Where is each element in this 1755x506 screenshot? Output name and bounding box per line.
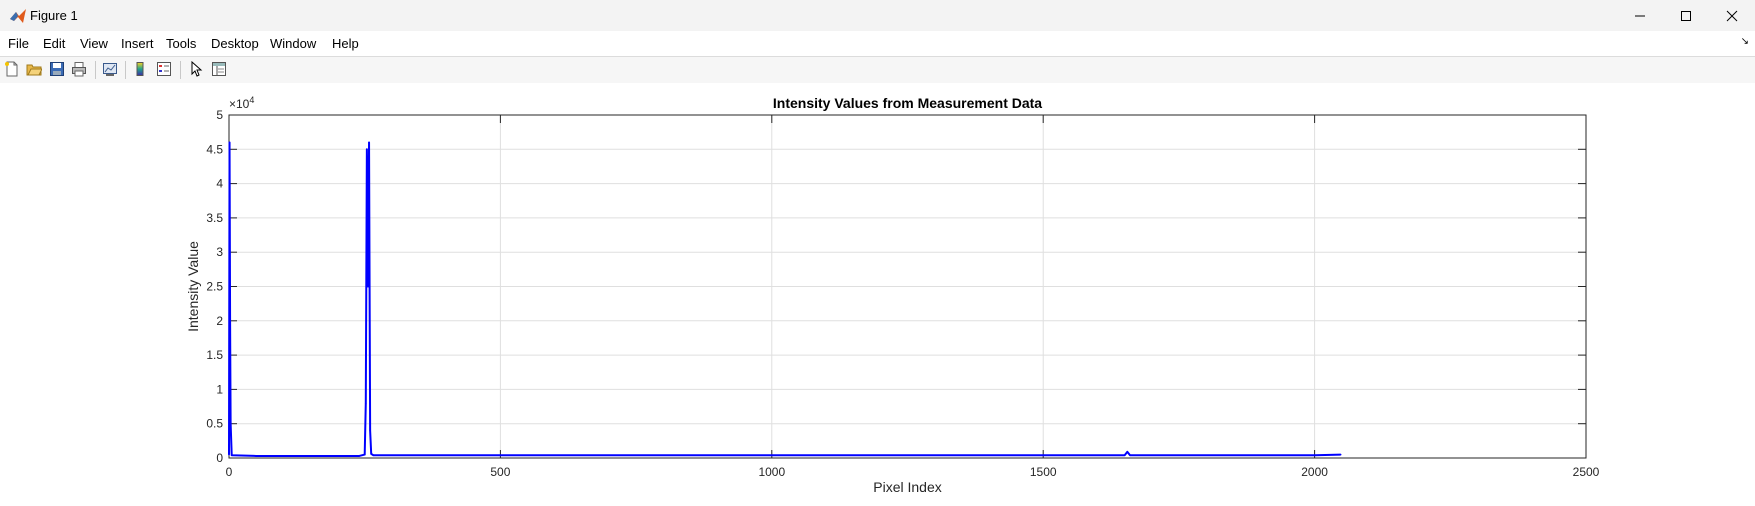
data-point xyxy=(1123,454,1126,457)
data-point xyxy=(369,429,371,432)
data-point xyxy=(366,148,368,151)
figure-toolbar xyxy=(0,56,1755,84)
property-inspector-icon xyxy=(212,62,226,76)
menu-bar: File Edit View Insert Tools Desktop Wind… xyxy=(0,31,1755,56)
data-point xyxy=(358,455,361,457)
menu-window[interactable]: Window xyxy=(270,36,317,51)
print-button[interactable] xyxy=(70,60,88,78)
data-series xyxy=(228,141,1342,457)
menu-tools[interactable]: Tools xyxy=(166,36,197,51)
y-tick-label: 4.5 xyxy=(206,142,223,156)
data-point xyxy=(229,422,232,425)
data-point xyxy=(368,141,370,144)
grid-lines xyxy=(228,114,1587,459)
property-inspector-button[interactable] xyxy=(210,60,228,78)
menu-help[interactable]: Help xyxy=(332,36,359,51)
minimize-button[interactable] xyxy=(1617,0,1663,31)
menu-insert[interactable]: Insert xyxy=(121,36,154,51)
matlab-logo-icon xyxy=(10,9,26,23)
close-icon xyxy=(1726,10,1738,21)
new-figure-button[interactable] xyxy=(3,60,21,78)
maximize-button[interactable] xyxy=(1663,0,1709,31)
x-tick-label: 2500 xyxy=(1573,465,1600,479)
data-point xyxy=(309,455,312,457)
y-exponent-base: ×10 xyxy=(229,97,250,111)
x-tick-label: 1500 xyxy=(1030,465,1057,479)
data-point xyxy=(228,453,230,456)
save-button[interactable] xyxy=(48,60,66,78)
y-axis-label: Intensity Value xyxy=(185,241,201,332)
minimize-icon xyxy=(1635,15,1645,16)
chart-title: Intensity Values from Measurement Data xyxy=(773,95,1042,111)
print-icon xyxy=(72,62,86,77)
data-point xyxy=(363,453,366,456)
y-exponent-power: 4 xyxy=(249,95,254,105)
toolbar-separator xyxy=(95,61,96,79)
y-tick-label: 0 xyxy=(216,451,223,465)
menu-desktop[interactable]: Desktop xyxy=(211,36,259,51)
open-file-icon xyxy=(26,64,42,76)
x-tick-label: 0 xyxy=(226,465,233,479)
insert-legend-icon xyxy=(157,62,171,76)
x-tick-label: 2000 xyxy=(1301,465,1328,479)
window-title: Figure 1 xyxy=(30,8,78,23)
data-point xyxy=(364,402,367,404)
link-plot-button[interactable] xyxy=(101,60,119,78)
data-point xyxy=(230,454,233,457)
data-point xyxy=(391,454,393,457)
y-tick-label: 3.5 xyxy=(206,211,223,225)
menu-edit[interactable]: Edit xyxy=(43,36,66,51)
y-tick-label: 3 xyxy=(216,245,223,259)
data-point xyxy=(1129,454,1131,457)
data-point xyxy=(228,141,231,144)
maximize-icon xyxy=(1681,10,1691,21)
insert-colorbar-icon xyxy=(136,62,144,76)
data-point xyxy=(1313,454,1316,457)
data-point xyxy=(282,455,285,457)
data-point xyxy=(367,285,369,288)
data-point xyxy=(499,454,502,457)
y-tick-label: 1.5 xyxy=(206,348,223,362)
close-button[interactable] xyxy=(1709,0,1755,31)
y-tick-label: 2 xyxy=(216,314,223,328)
y-tick-label: 5 xyxy=(216,108,223,122)
window-titlebar: Figure 1 xyxy=(0,0,1755,32)
data-point xyxy=(1150,454,1153,457)
x-tick-label: 1000 xyxy=(758,465,785,479)
data-point xyxy=(374,454,377,457)
y-tick-label: 0.5 xyxy=(206,417,223,431)
figure-canvas[interactable]: 0 500 1000 1500 2000 2500 0 0.5 1 1.5 2 2.5 3 3.5 4 4.5… xyxy=(0,83,1755,506)
y-axis-exponent: ×104 xyxy=(229,95,254,111)
intensity-series-line xyxy=(228,141,1341,457)
data-point xyxy=(1339,453,1342,456)
line-plot[interactable]: 0 500 1000 1500 2000 2500 0 0.5 1 1.5 2 2.5 3 3.5 4 4.5… xyxy=(0,83,1755,506)
x-tick-label: 500 xyxy=(490,465,510,479)
axis-ticks: 0 500 1000 1500 2000 2500 0 0.5 1 1.5 2 2.5 3 3.5 4 4.5… xyxy=(206,108,1599,479)
menu-file[interactable]: File xyxy=(8,36,29,51)
data-point xyxy=(372,454,375,457)
toolbar-separator xyxy=(180,61,181,79)
y-tick-label: 4 xyxy=(216,177,223,191)
data-point xyxy=(229,320,231,322)
toolbar-separator xyxy=(125,61,126,79)
data-point xyxy=(771,454,773,457)
x-axis-label: Pixel Index xyxy=(873,479,941,495)
dock-figure-icon[interactable]: ↘ xyxy=(1740,36,1749,47)
link-plot-icon xyxy=(103,63,117,76)
save-icon xyxy=(50,62,64,76)
data-point xyxy=(255,455,257,457)
y-tick-label: 2.5 xyxy=(206,280,223,294)
menu-view[interactable]: View xyxy=(80,36,108,51)
insert-colorbar-button[interactable] xyxy=(131,60,149,78)
data-point xyxy=(336,455,339,457)
y-tick-label: 1 xyxy=(216,382,223,396)
new-figure-icon xyxy=(5,61,18,77)
data-point xyxy=(1042,454,1044,457)
insert-legend-button[interactable] xyxy=(155,60,173,78)
data-point xyxy=(1126,451,1129,453)
edit-plot-icon xyxy=(191,61,203,77)
open-file-button[interactable] xyxy=(25,60,43,78)
edit-plot-button[interactable] xyxy=(187,60,205,78)
